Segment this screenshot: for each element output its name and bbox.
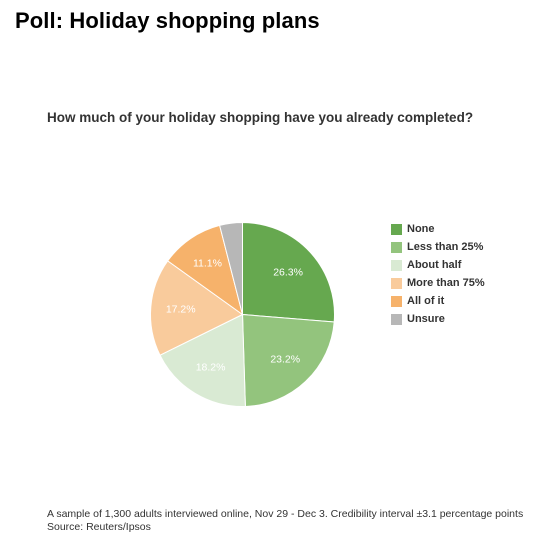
pie-slice-none <box>242 221 335 323</box>
legend-item-none: None <box>391 220 485 238</box>
legend-label: About half <box>407 259 462 271</box>
pie-slice-less-than-25 <box>241 313 335 407</box>
slice-label-about-half: 18.2% <box>196 362 226 374</box>
legend-label: All of it <box>407 295 445 307</box>
pie-slice-unsure <box>219 221 243 315</box>
footnote-sample: A sample of 1,300 adults interviewed onl… <box>47 508 524 520</box>
pie-slice-more-than-75 <box>150 260 244 356</box>
legend-swatch <box>391 241 402 253</box>
chart-legend: None Less than 25% About half More than 75%… <box>391 220 485 328</box>
legend-swatch <box>391 277 402 289</box>
page-title: Poll: Holiday shopping plans <box>15 8 320 33</box>
legend-item-less-than-25: Less than 25% <box>391 238 485 256</box>
legend-label: More than 75% <box>407 277 485 289</box>
slice-label-none: 26.3% <box>273 266 303 278</box>
legend-swatch <box>391 223 402 235</box>
chart-title: How much of your holiday shopping have y… <box>47 110 474 125</box>
legend-swatch <box>391 313 402 325</box>
pie-slice-about-half <box>159 313 246 407</box>
footnote-source: Source: Reuters/Ipsos <box>47 521 151 533</box>
footnote: A sample of 1,300 adults interviewed onl… <box>47 508 523 534</box>
legend-item-about-half: About half <box>391 256 485 274</box>
legend-label: Less than 25% <box>407 241 484 253</box>
legend-label: Unsure <box>407 313 445 325</box>
legend-swatch <box>391 259 402 271</box>
pie-slice-all-of-it <box>167 224 244 316</box>
legend-item-unsure: Unsure <box>391 310 485 328</box>
slice-label-all-of-it: 11.1% <box>193 257 222 269</box>
slice-label-less-than-25: 23.2% <box>270 353 300 365</box>
slice-label-more-than-75: 17.2% <box>166 303 196 315</box>
legend-item-more-than-75: More than 75% <box>391 274 485 292</box>
legend-item-all-of-it: All of it <box>391 292 485 310</box>
legend-swatch <box>391 295 402 307</box>
pie-chart: 26.3% 23.2% 18.2% 17.2% 11.1% <box>150 221 335 407</box>
legend-label: None <box>407 223 435 235</box>
